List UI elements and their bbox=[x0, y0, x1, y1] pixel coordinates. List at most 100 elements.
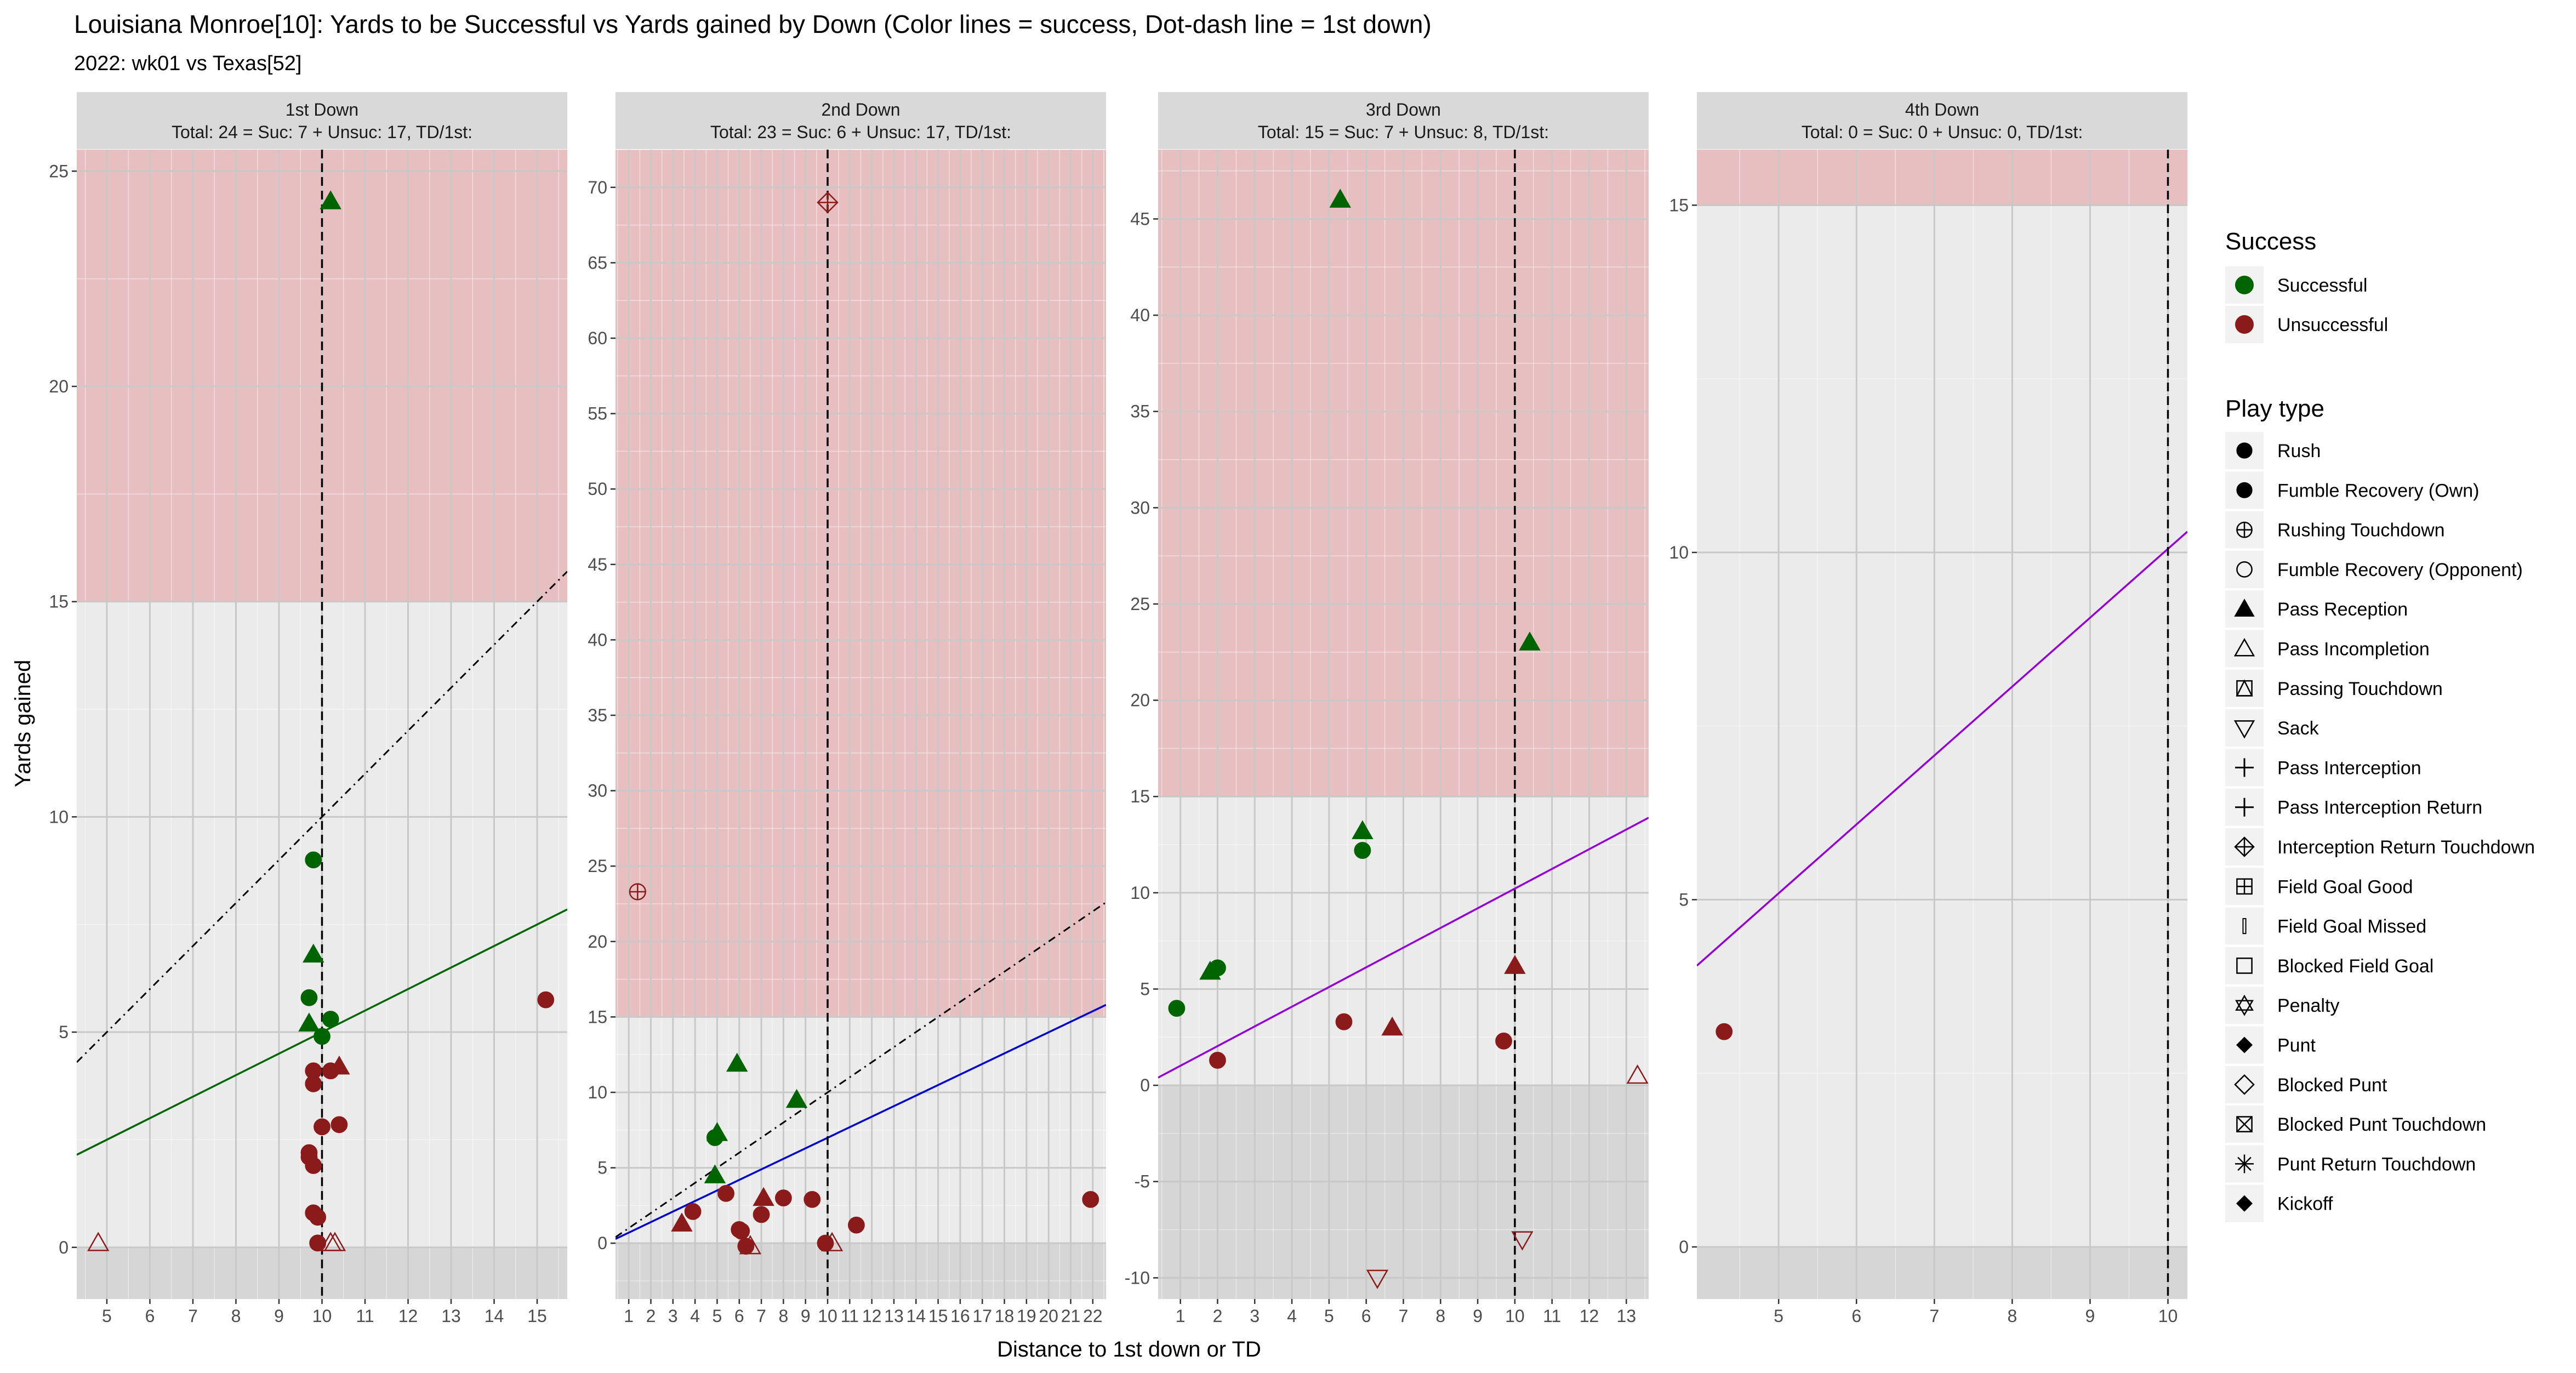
negative-yards-band bbox=[615, 1243, 1106, 1299]
facet-strip-subtitle: Total: 24 = Suc: 7 + Unsuc: 17, TD/1st: bbox=[172, 122, 472, 142]
y-tick-label: 5 bbox=[1679, 890, 1689, 909]
legend-shape bbox=[2242, 918, 2247, 935]
legend: Success Successful Unsuccessful Play type Ru… bbox=[2225, 228, 2535, 1222]
legend-swatch bbox=[2235, 276, 2254, 294]
x-tick-label: 7 bbox=[1399, 1306, 1409, 1326]
x-tick-label: 15 bbox=[928, 1306, 948, 1326]
data-point bbox=[1366, 1269, 1389, 1289]
y-tick-label: 15 bbox=[1669, 195, 1689, 215]
panel-background bbox=[1697, 150, 2187, 1299]
data-point bbox=[753, 1187, 774, 1206]
legend-label: Punt bbox=[2277, 1035, 2316, 1056]
data-point bbox=[309, 1234, 327, 1252]
y-tick-label: 30 bbox=[588, 781, 607, 801]
data-point bbox=[1495, 1032, 1512, 1050]
y-tick-label: 0 bbox=[597, 1233, 607, 1253]
red-zone-band bbox=[615, 150, 1106, 1017]
data-point bbox=[803, 1190, 821, 1208]
data-point bbox=[726, 1052, 748, 1072]
legend-label: Interception Return Touchdown bbox=[2277, 837, 2535, 858]
data-point bbox=[323, 1232, 346, 1251]
data-point bbox=[330, 1116, 348, 1133]
data-point bbox=[314, 1028, 330, 1045]
legend-shape bbox=[2234, 1074, 2255, 1095]
x-tick-label: 2 bbox=[646, 1306, 656, 1326]
facet-strip bbox=[1158, 92, 1649, 149]
legend-label: Pass Interception Return bbox=[2277, 797, 2482, 818]
first-down-dotdash-line bbox=[77, 571, 567, 1063]
legend-label: Pass Incompletion bbox=[2277, 639, 2430, 660]
y-tick-label: 15 bbox=[49, 592, 69, 612]
legend-key bbox=[2225, 987, 2264, 1024]
legend-shape bbox=[2235, 994, 2254, 1016]
y-tick-label: 50 bbox=[588, 479, 607, 499]
data-point bbox=[848, 1216, 865, 1234]
data-point bbox=[1329, 189, 1351, 208]
data-point bbox=[1354, 842, 1371, 859]
legend-shape bbox=[2236, 482, 2253, 498]
panel-plot-area bbox=[615, 150, 1106, 1299]
x-tick-label: 4 bbox=[1287, 1306, 1297, 1326]
legend-label: Sack bbox=[2277, 718, 2319, 739]
x-axis-label: Distance to 1st down or TD bbox=[997, 1337, 1261, 1361]
legend-shape bbox=[2236, 561, 2253, 578]
x-tick-label: 19 bbox=[1017, 1306, 1036, 1326]
data-point bbox=[774, 1189, 792, 1207]
legend-shape bbox=[2236, 521, 2253, 538]
x-tick-label: 12 bbox=[398, 1306, 418, 1326]
legend-label: Penalty bbox=[2277, 995, 2339, 1016]
y-tick-label: 35 bbox=[588, 705, 607, 725]
x-tick-label: 21 bbox=[1061, 1306, 1081, 1326]
y-tick-label: 0 bbox=[1679, 1237, 1689, 1257]
legend-shape bbox=[2236, 1036, 2253, 1053]
y-tick-label: 65 bbox=[588, 253, 607, 272]
legend-shape bbox=[2236, 1116, 2253, 1132]
legend-key bbox=[2225, 550, 2264, 588]
data-point bbox=[1504, 955, 1526, 974]
x-tick-label: 15 bbox=[527, 1306, 547, 1326]
y-tick-label: 10 bbox=[49, 807, 69, 827]
y-tick-label: -10 bbox=[1125, 1268, 1150, 1287]
y-tick-label: 20 bbox=[1130, 691, 1150, 710]
data-point bbox=[1352, 820, 1374, 839]
data-point bbox=[785, 1089, 808, 1108]
data-point bbox=[1168, 1000, 1186, 1017]
x-tick-label: 4 bbox=[690, 1306, 700, 1326]
data-point bbox=[298, 1012, 320, 1032]
legend-key bbox=[2225, 1066, 2264, 1103]
data-point bbox=[817, 1234, 834, 1252]
y-tick-label: 35 bbox=[1130, 402, 1150, 421]
x-tick-label: 11 bbox=[841, 1306, 859, 1326]
y-tick-label: 40 bbox=[588, 630, 607, 650]
data-point bbox=[706, 1129, 723, 1146]
legend-label: Kickoff bbox=[2277, 1194, 2333, 1215]
x-tick-label: 13 bbox=[441, 1306, 461, 1326]
x-tick-label: 6 bbox=[145, 1306, 155, 1326]
x-tick-label: 13 bbox=[884, 1306, 904, 1326]
legend-label: Fumble Recovery (Opponent) bbox=[2277, 560, 2523, 580]
x-tick-label: 7 bbox=[188, 1306, 198, 1326]
data-point bbox=[87, 1232, 110, 1251]
legend-shape bbox=[2233, 720, 2255, 739]
data-point bbox=[737, 1238, 755, 1255]
data-point bbox=[753, 1206, 770, 1223]
x-tick-label: 22 bbox=[1083, 1306, 1103, 1326]
x-tick-label: 1 bbox=[624, 1306, 634, 1326]
y-tick-label: 5 bbox=[597, 1158, 607, 1178]
panel-plot-area bbox=[77, 150, 567, 1299]
facet-panel-4: 4th Down Total: 0 = Suc: 0 + Unsuc: 0, TD… bbox=[1669, 92, 2187, 1326]
data-point bbox=[684, 1203, 702, 1220]
legend-shape bbox=[2236, 878, 2253, 895]
x-tick-label: 8 bbox=[1435, 1306, 1445, 1326]
legend-shape bbox=[2236, 958, 2253, 974]
negative-yards-band bbox=[1697, 1246, 2187, 1299]
legend-success-title: Success bbox=[2225, 228, 2316, 255]
data-point bbox=[1381, 1016, 1403, 1036]
success-line bbox=[1697, 531, 2187, 967]
data-point bbox=[739, 1235, 762, 1255]
data-point bbox=[328, 1055, 350, 1075]
y-tick-label: 40 bbox=[1130, 305, 1150, 325]
x-tick-label: 6 bbox=[1851, 1306, 1861, 1326]
data-point bbox=[1209, 1052, 1226, 1069]
